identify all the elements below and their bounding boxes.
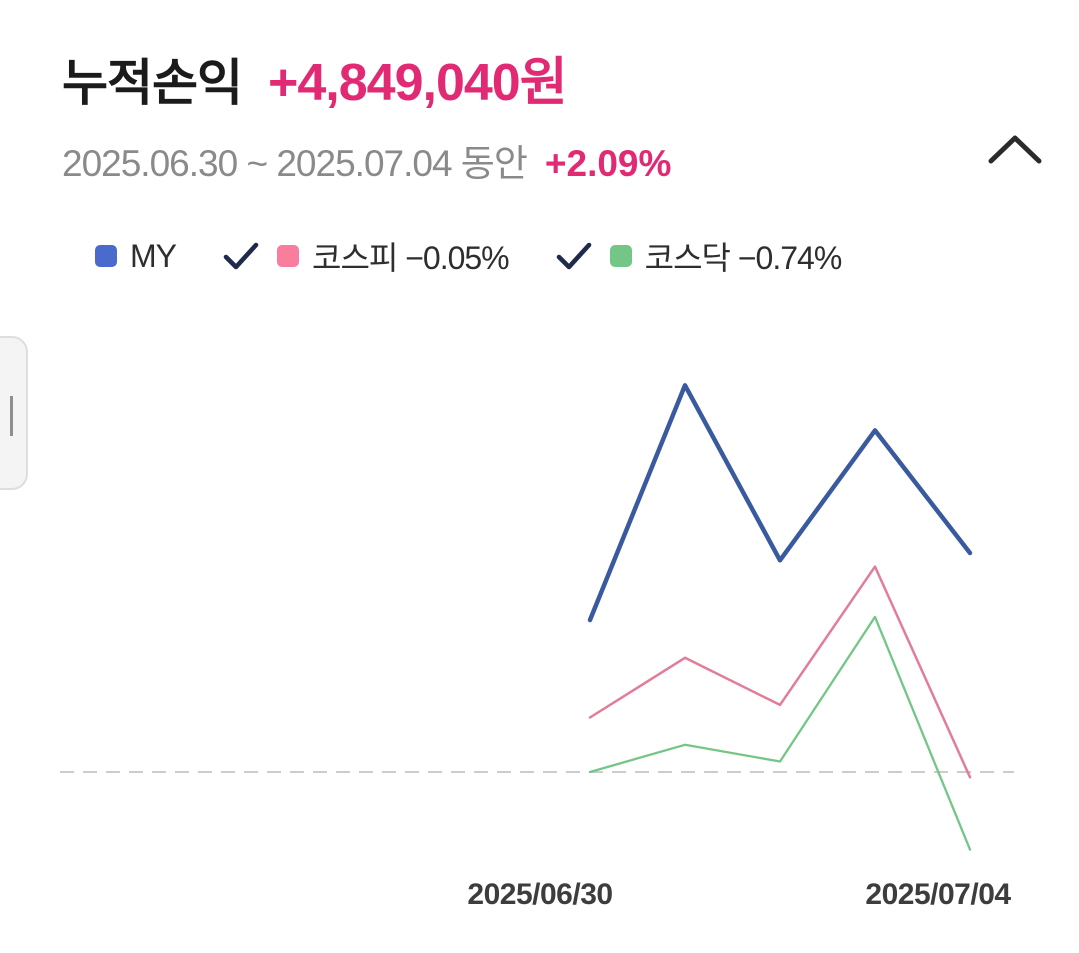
series-line-코스피 bbox=[588, 565, 972, 779]
edge-panel-handle-bar bbox=[10, 396, 13, 436]
chart-svg bbox=[60, 383, 1014, 851]
period-return-percent: +2.09% bbox=[544, 143, 672, 184]
chart-legend: MY 코스피 −0.05% 코스닥 −0.74% bbox=[95, 233, 1019, 279]
page-title: 누적손익 bbox=[62, 55, 243, 111]
my-color-swatch bbox=[95, 245, 117, 267]
legend-item-kosdaq[interactable]: 코스닥 −0.74% bbox=[555, 233, 842, 279]
series-line-코스닥 bbox=[588, 615, 972, 851]
edge-panel-handle[interactable] bbox=[0, 336, 28, 490]
date-range-label: 2025.06.30 ~ 2025.07.04 동안 bbox=[62, 143, 528, 184]
header: 누적손익 +4,849,040원 2025.06.30 ~ 2025.07.04… bbox=[62, 40, 1049, 187]
x-axis-label-end: 2025/07/04 bbox=[865, 878, 1011, 911]
x-axis-label-start: 2025/06/30 bbox=[467, 878, 613, 911]
title-row: 누적손익 +4,849,040원 bbox=[62, 40, 1049, 115]
legend-label-kosdaq: 코스닥 −0.74% bbox=[644, 240, 843, 276]
collapse-chevron-button[interactable] bbox=[983, 128, 1047, 172]
subtitle-row: 2025.06.30 ~ 2025.07.04 동안 +2.09% bbox=[62, 133, 1049, 187]
legend-label-kospi: 코스피 −0.05% bbox=[312, 240, 510, 276]
chevron-up-icon bbox=[986, 132, 1044, 169]
cumulative-profit-amount: +4,849,040원 bbox=[268, 54, 568, 112]
kosdaq-check-icon bbox=[555, 240, 593, 272]
kospi-color-swatch bbox=[277, 245, 299, 267]
line-chart: 2025/06/30 2025/07/04 bbox=[0, 300, 1079, 953]
series-line-MY bbox=[587, 383, 973, 623]
legend-item-my: MY bbox=[95, 237, 177, 275]
legend-item-kospi[interactable]: 코스피 −0.05% bbox=[222, 233, 510, 279]
kosdaq-color-swatch bbox=[609, 245, 632, 267]
legend-label-my: MY bbox=[130, 237, 177, 274]
kospi-check-icon bbox=[222, 240, 260, 272]
